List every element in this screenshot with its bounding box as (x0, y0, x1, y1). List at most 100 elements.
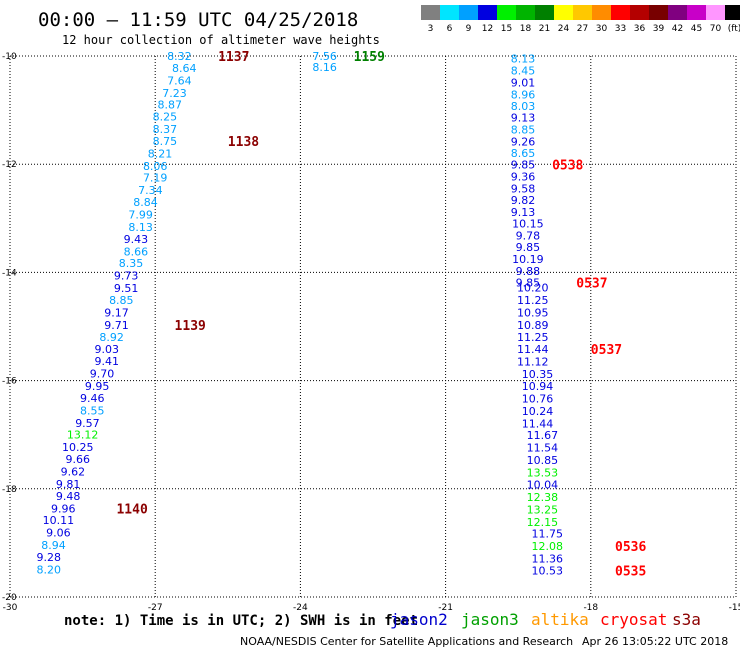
y-tick-label: -12 (2, 160, 17, 170)
pass-time-label: 0535 (615, 564, 646, 579)
color-swatch (497, 5, 516, 20)
wave-height-value: 10.53 (531, 564, 563, 577)
pass-time-label: 1159 (354, 50, 385, 65)
wave-height-value: 9.73 (114, 270, 139, 283)
color-swatch (668, 5, 687, 20)
color-scale-label: 30 (596, 24, 608, 34)
wave-height-value: 10.11 (43, 514, 75, 527)
color-scale-label: 36 (634, 24, 646, 34)
pass-time-labels: 1137 1138 1139 1140 1159 0538 0537 0537 0536 0535 (116, 50, 646, 579)
wave-height-value: 12.08 (531, 540, 563, 553)
wave-height-value: 9.13 (511, 206, 536, 219)
x-tick-label: -15 (729, 603, 740, 613)
footer-timestamp: Apr 26 13:05:22 UTC 2018 (582, 635, 728, 648)
wave-height-value: 8.13 (511, 53, 536, 66)
wave-height-value: 9.41 (95, 355, 120, 368)
color-swatch (706, 5, 725, 20)
wave-height-value: 9.03 (95, 343, 120, 356)
x-tick-label: -30 (3, 603, 18, 613)
y-tick-label: -10 (2, 52, 17, 62)
wave-height-value: 9.85 (511, 159, 536, 172)
wave-height-value: 11.36 (531, 553, 563, 566)
wave-height-value: 9.58 (511, 183, 536, 196)
wave-height-value: 9.51 (114, 282, 139, 295)
color-swatch (573, 5, 592, 20)
satellite-legend-jason3: jason3 (461, 610, 519, 629)
wave-height-value: 10.25 (62, 441, 94, 454)
wave-height-value: 8.13 (128, 221, 153, 234)
wave-height-value: 7.56 (312, 50, 337, 63)
wave-height-value: 11.44 (522, 417, 554, 430)
wave-height-value: 9.95 (85, 380, 110, 393)
chart-grid (9, 55, 737, 598)
wave-height-value: 8.64 (172, 62, 197, 75)
color-swatch (687, 5, 706, 20)
wave-height-value: 8.32 (167, 50, 192, 63)
color-scale-label: 33 (615, 24, 626, 34)
color-scale-label: 18 (520, 24, 532, 34)
wave-height-value: 11.54 (527, 442, 559, 455)
wave-height-value: 11.12 (517, 356, 549, 369)
color-swatch (516, 5, 535, 20)
wave-height-value: 10.95 (517, 306, 549, 319)
wave-height-value: 12.15 (527, 516, 559, 529)
color-scale-label: 9 (466, 24, 472, 34)
wave-height-value: 13.53 (527, 467, 559, 480)
wave-height-value: 9.01 (511, 77, 536, 90)
wave-height-value: 11.44 (517, 343, 549, 356)
wave-height-value: 9.78 (516, 230, 541, 243)
wave-height-value: 8.92 (99, 331, 124, 344)
wave-height-points: 8.328.647.647.238.878.258.378.758.218.06… (36, 50, 563, 577)
wave-height-value: 8.96 (511, 88, 536, 101)
color-scale-legend: 3 6 9 12 15 18 21 24 27 30 33 36 39 42 45 70 (ft) (421, 5, 740, 34)
wave-height-value: 9.43 (124, 233, 149, 246)
pass-time-label: 0536 (615, 540, 646, 555)
satellite-legend-jason2: jason2 (390, 610, 448, 629)
color-swatch (459, 5, 478, 20)
wave-height-value: 9.13 (511, 112, 536, 125)
wave-height-value: 8.45 (511, 65, 536, 78)
color-scale-label: 70 (710, 24, 722, 34)
wave-height-value: 9.57 (75, 417, 100, 430)
pass-time-label: 1138 (228, 135, 259, 150)
wave-height-value: 7.19 (143, 172, 168, 185)
wave-height-value: 8.55 (80, 404, 105, 417)
wave-height-value: 9.17 (104, 306, 129, 319)
wave-height-value: 13.25 (527, 503, 559, 516)
color-swatch (478, 5, 497, 20)
color-swatch (421, 5, 440, 20)
wave-height-value: 8.66 (124, 245, 149, 258)
wave-height-value: 8.65 (511, 147, 536, 160)
color-scale-label: 3 (428, 24, 434, 34)
wave-height-value: 10.19 (512, 253, 544, 266)
axis-ticks: -30 -27 -24 -21 -18 -15 -10 -12 -14 -16 -18 -20 (2, 52, 740, 613)
wave-height-value: 8.35 (119, 257, 144, 270)
color-scale-label: 27 (577, 24, 588, 34)
wave-height-value: 10.89 (517, 319, 549, 332)
x-tick-label: -27 (148, 603, 163, 613)
wave-height-value: 11.25 (517, 294, 549, 307)
wave-height-value: 10.85 (527, 454, 559, 467)
satellite-legend-altika: altika (531, 610, 589, 629)
wave-height-value: 9.85 (516, 241, 541, 254)
wave-height-value: 9.36 (511, 171, 536, 184)
wave-height-value: 8.85 (109, 294, 134, 307)
wave-height-value: 8.37 (153, 123, 178, 136)
color-swatch (440, 5, 459, 20)
color-scale-label: 21 (539, 24, 550, 34)
color-scale-label: 42 (672, 24, 683, 34)
x-tick-label: -18 (583, 603, 598, 613)
color-scale-label: 15 (501, 24, 512, 34)
pass-time-label: 0537 (576, 277, 607, 292)
wave-height-value: 8.94 (41, 539, 66, 552)
wave-height-value: 9.88 (516, 265, 541, 278)
wave-height-value: 8.03 (511, 100, 536, 113)
color-swatch (725, 5, 740, 20)
wave-height-value: 13.12 (67, 429, 99, 442)
wave-height-value: 10.20 (517, 282, 549, 295)
pass-time-label: 1140 (116, 502, 147, 517)
wave-height-value: 8.20 (36, 563, 61, 576)
pass-time-label: 1137 (218, 50, 249, 65)
wave-height-value: 10.04 (527, 478, 559, 491)
wave-height-value: 8.87 (157, 99, 182, 112)
